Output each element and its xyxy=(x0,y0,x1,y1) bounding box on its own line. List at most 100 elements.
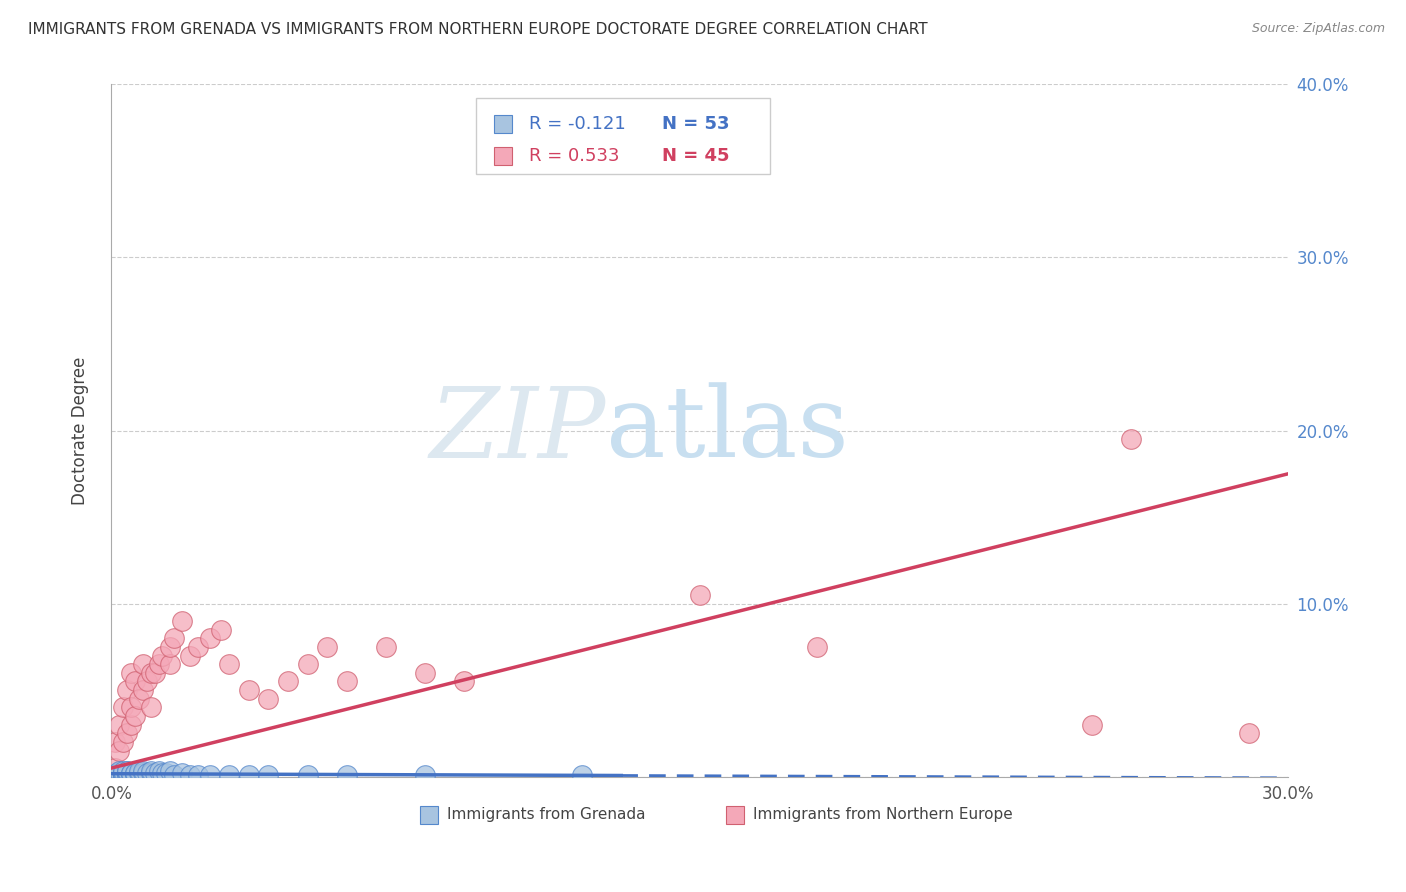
Point xyxy=(108,768,131,782)
Point xyxy=(375,640,398,654)
FancyBboxPatch shape xyxy=(477,98,770,175)
Point xyxy=(148,657,170,672)
Y-axis label: Doctorate Degree: Doctorate Degree xyxy=(72,357,89,505)
Point xyxy=(105,768,128,782)
Point xyxy=(135,766,157,780)
Text: N = 45: N = 45 xyxy=(662,147,730,165)
Point xyxy=(112,735,135,749)
Point xyxy=(143,665,166,680)
Point xyxy=(155,766,177,780)
Point xyxy=(1119,432,1142,446)
Point xyxy=(108,768,131,782)
Point xyxy=(139,700,162,714)
Point xyxy=(115,764,138,779)
Point xyxy=(152,766,174,780)
Point xyxy=(689,588,711,602)
Point xyxy=(135,674,157,689)
Point xyxy=(124,768,146,782)
Text: Source: ZipAtlas.com: Source: ZipAtlas.com xyxy=(1251,22,1385,36)
Point xyxy=(112,768,135,782)
Point xyxy=(413,665,436,680)
Point xyxy=(1081,718,1104,732)
Point xyxy=(115,764,138,779)
Text: IMMIGRANTS FROM GRENADA VS IMMIGRANTS FROM NORTHERN EUROPE DOCTORATE DEGREE CORR: IMMIGRANTS FROM GRENADA VS IMMIGRANTS FR… xyxy=(28,22,928,37)
Point xyxy=(112,766,135,780)
Point xyxy=(571,768,593,782)
Point xyxy=(316,640,339,654)
Point xyxy=(104,768,127,782)
Point xyxy=(115,683,138,698)
Point xyxy=(413,768,436,782)
Point xyxy=(112,766,135,780)
Point xyxy=(297,657,319,672)
Point xyxy=(128,764,150,779)
Point xyxy=(120,700,142,714)
Point xyxy=(108,770,131,784)
Point xyxy=(297,768,319,782)
Point xyxy=(108,764,131,779)
Point xyxy=(198,768,221,782)
Point xyxy=(103,768,125,782)
Point xyxy=(112,770,135,784)
Point xyxy=(112,768,135,782)
Text: ZIP: ZIP xyxy=(429,383,606,478)
Point xyxy=(104,761,127,775)
Point xyxy=(139,766,162,780)
Point xyxy=(336,674,359,689)
Point xyxy=(115,768,138,782)
Point xyxy=(115,768,138,782)
Point xyxy=(143,766,166,780)
Point xyxy=(179,648,201,663)
Point xyxy=(112,764,135,779)
Point xyxy=(108,744,131,758)
Text: R = 0.533: R = 0.533 xyxy=(529,147,620,165)
Point xyxy=(1237,726,1260,740)
Point xyxy=(238,768,260,782)
Point xyxy=(277,674,299,689)
Point xyxy=(139,665,162,680)
Point xyxy=(108,766,131,780)
Point xyxy=(124,766,146,780)
Point xyxy=(132,657,155,672)
Point xyxy=(198,632,221,646)
Point xyxy=(163,768,186,782)
Point xyxy=(112,766,135,780)
Point xyxy=(218,768,240,782)
Point xyxy=(132,764,155,779)
Point xyxy=(115,766,138,780)
Point xyxy=(128,766,150,780)
Point xyxy=(124,674,146,689)
Point xyxy=(112,700,135,714)
Point xyxy=(120,766,142,780)
Point xyxy=(152,648,174,663)
Point xyxy=(187,640,209,654)
Text: atlas: atlas xyxy=(606,383,848,478)
Text: R = -0.121: R = -0.121 xyxy=(529,115,626,133)
Point xyxy=(179,768,201,782)
Point xyxy=(104,735,127,749)
Point xyxy=(128,691,150,706)
Point xyxy=(163,632,186,646)
Point xyxy=(105,766,128,780)
Text: Immigrants from Northern Europe: Immigrants from Northern Europe xyxy=(752,807,1012,822)
Point xyxy=(124,709,146,723)
Point xyxy=(159,657,181,672)
Point xyxy=(120,665,142,680)
Point xyxy=(170,766,193,780)
Text: Immigrants from Grenada: Immigrants from Grenada xyxy=(447,807,645,822)
Point xyxy=(132,683,155,698)
Point xyxy=(238,683,260,698)
Point xyxy=(453,674,475,689)
Point xyxy=(159,764,181,779)
Point xyxy=(257,691,280,706)
Point xyxy=(170,614,193,628)
Point xyxy=(806,640,828,654)
Text: N = 53: N = 53 xyxy=(662,115,730,133)
Point xyxy=(112,770,135,784)
Point xyxy=(187,768,209,782)
Point xyxy=(115,726,138,740)
Point xyxy=(132,766,155,780)
Point xyxy=(120,768,142,782)
Point xyxy=(336,768,359,782)
Point xyxy=(120,766,142,780)
